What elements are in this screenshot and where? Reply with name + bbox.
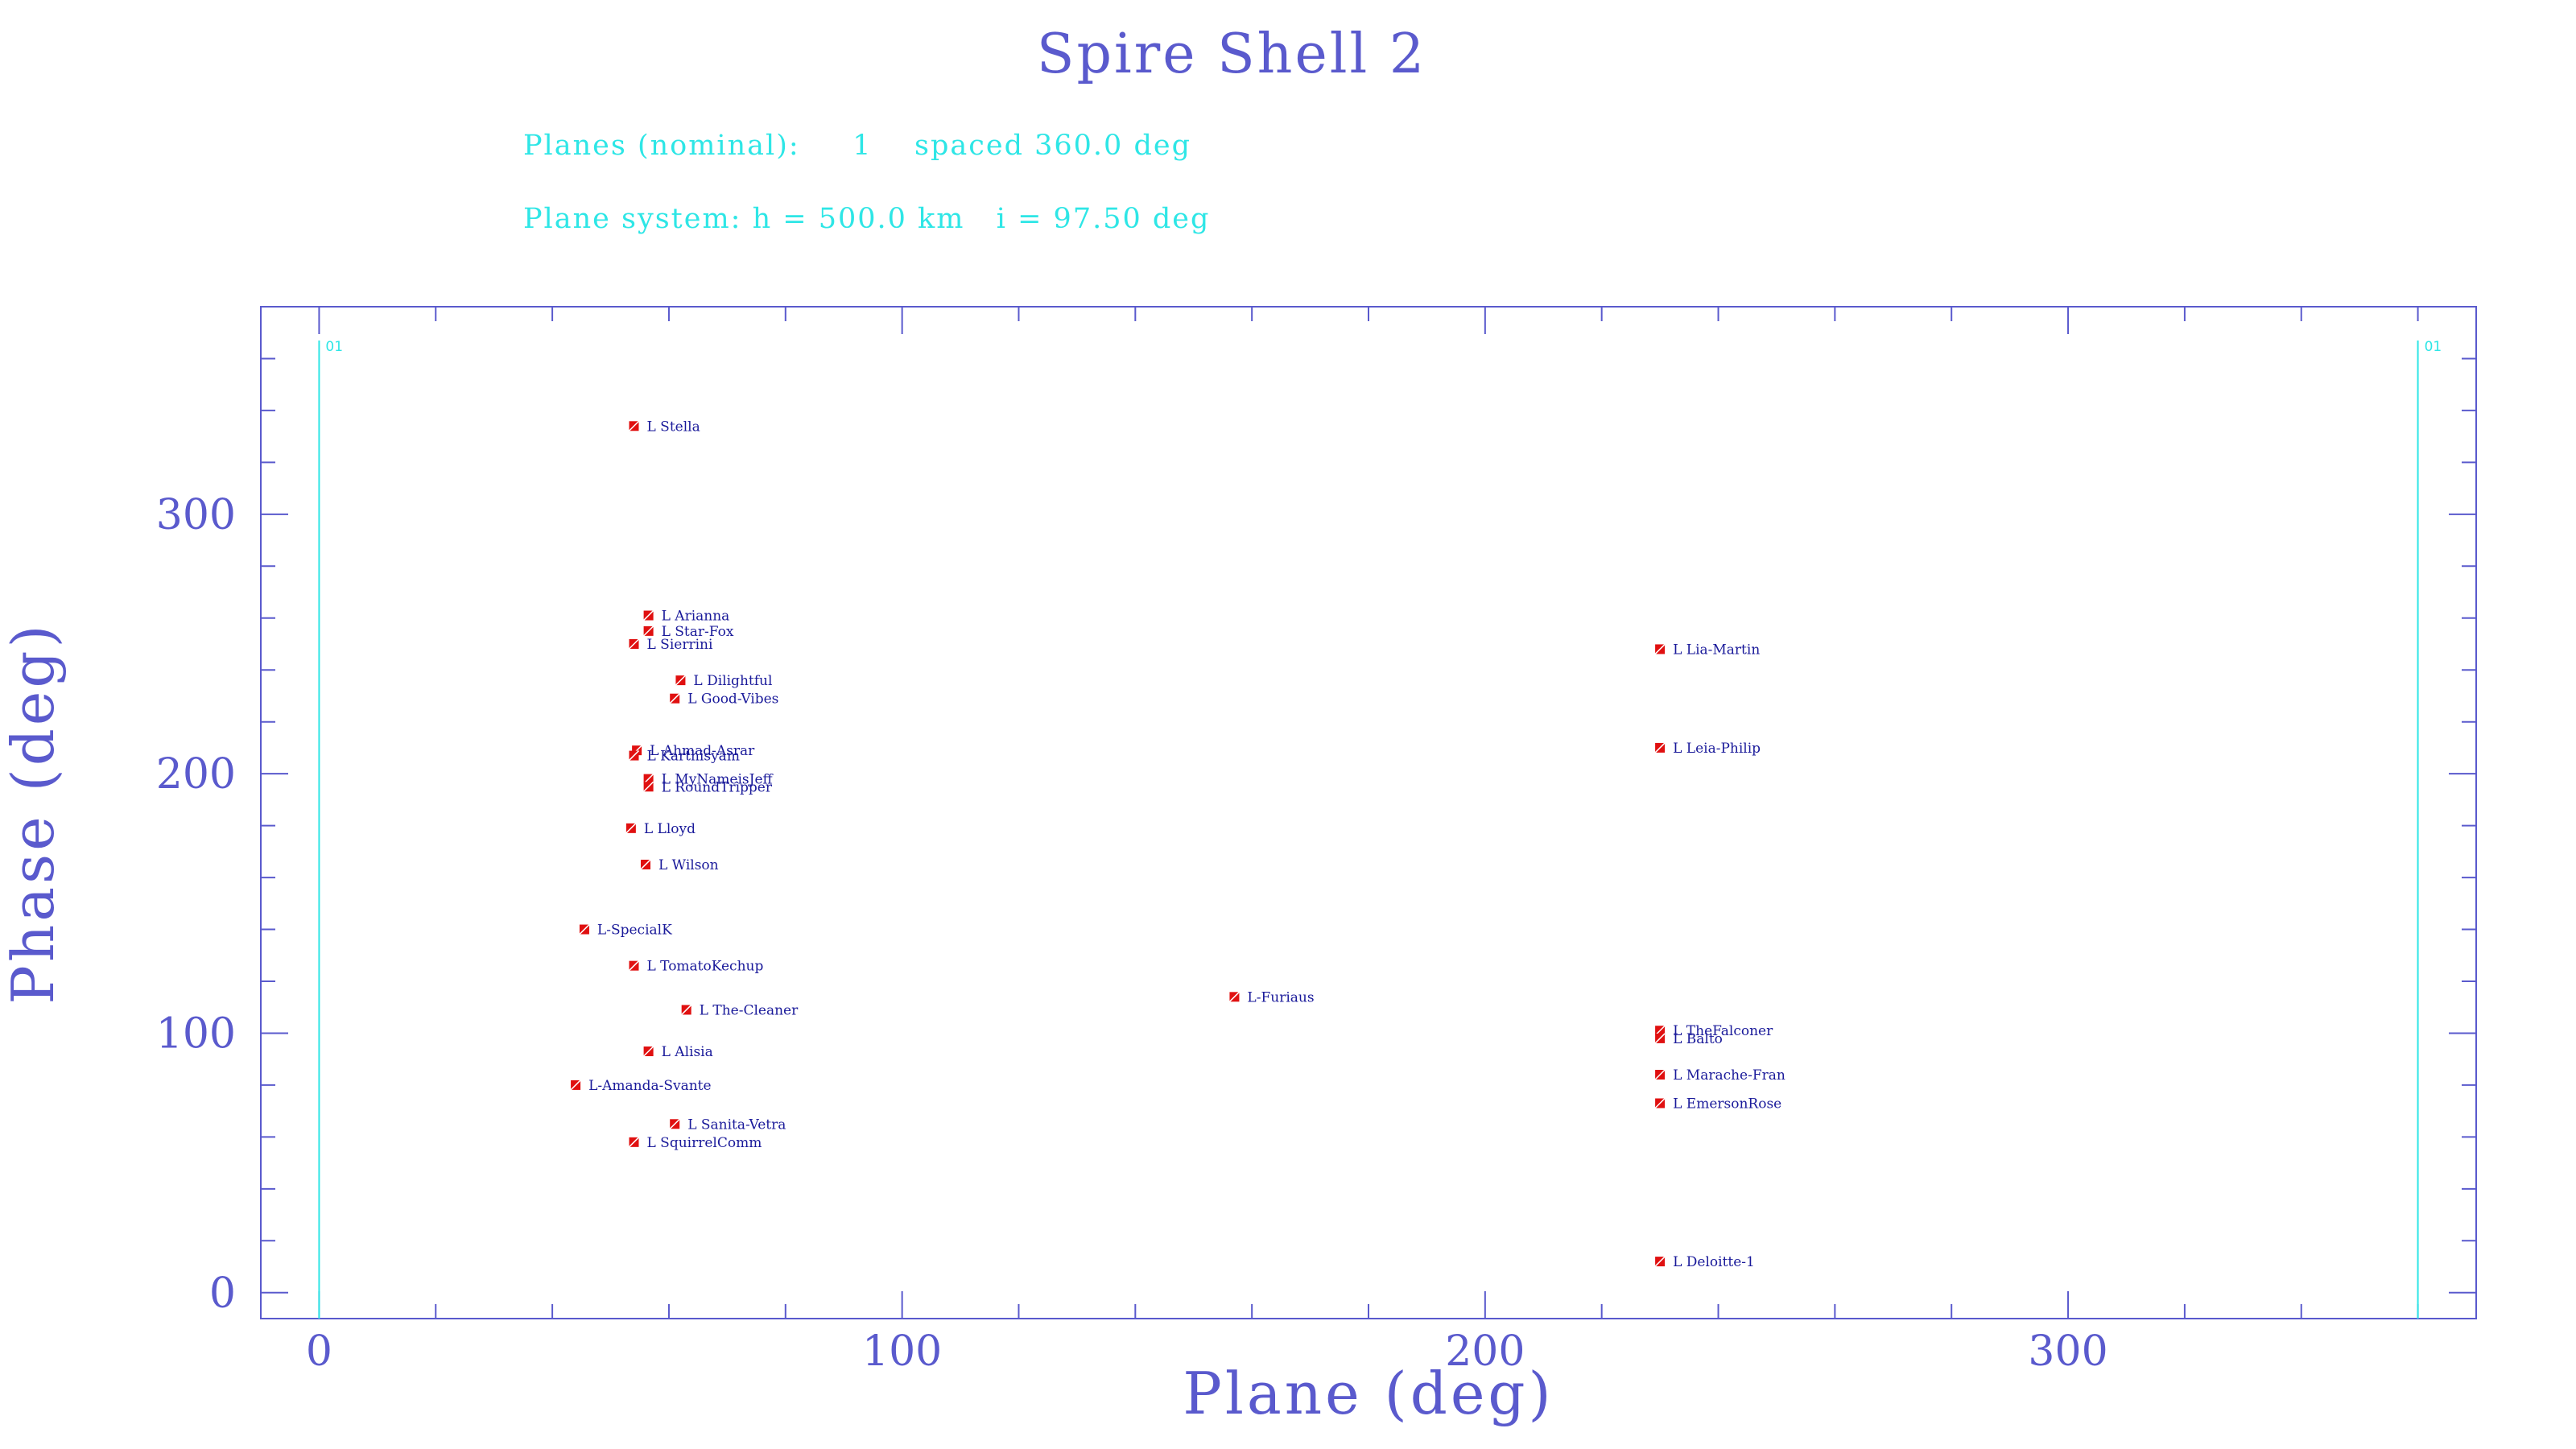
- plane-tag: 01: [325, 339, 343, 355]
- satellite-marker-slash: [628, 960, 640, 972]
- satellite-point: L TomatoKechup: [628, 959, 763, 975]
- satellite-point: L-Furiaus: [1228, 989, 1315, 1005]
- satellite-point: L Sierrini: [628, 637, 713, 653]
- satellite-marker-slash: [1654, 643, 1666, 654]
- plot-frame: [260, 306, 2477, 1319]
- satellite-marker-slash: [1228, 991, 1240, 1002]
- x-tick-label: 0: [306, 1327, 332, 1376]
- satellite-point: L Deloitte-1: [1654, 1254, 1755, 1270]
- info-line-planes: Planes (nominal): 1 spaced 360.0 deg: [523, 130, 1191, 162]
- satellite-point: L The-Cleaner: [681, 1002, 799, 1018]
- satellite-marker-slash: [579, 924, 590, 935]
- satellite-point: L Lia-Martin: [1654, 642, 1760, 658]
- satellite-label: L The-Cleaner: [700, 1002, 799, 1018]
- y-tick-label: 0: [209, 1269, 236, 1318]
- satellite-label: L Star-Fox: [662, 624, 734, 640]
- satellite-marker-slash: [643, 610, 654, 621]
- satellite-marker-slash: [675, 675, 686, 686]
- satellite-label: L TheFalconer: [1673, 1023, 1773, 1039]
- satellite-label: L-Furiaus: [1247, 989, 1314, 1005]
- satellite-point: L Lloyd: [625, 821, 696, 837]
- satellite-marker-slash: [1654, 1256, 1666, 1267]
- satellite-label: L Sanita-Vetra: [687, 1117, 786, 1133]
- satellite-label: L Alisia: [662, 1044, 713, 1060]
- plane-tag: 01: [2425, 339, 2442, 355]
- satellite-marker-slash: [1654, 1069, 1666, 1080]
- satellite-marker-slash: [1654, 1097, 1666, 1109]
- y-tick-label: 300: [156, 491, 236, 539]
- satellite-point: L Marache-Fran: [1654, 1067, 1785, 1084]
- axis-ticks: [261, 306, 2476, 1319]
- satellite-marker-slash: [1654, 742, 1666, 753]
- satellite-label: L TomatoKechup: [646, 959, 763, 975]
- satellite-point: L-Amanda-Svante: [570, 1078, 712, 1094]
- satellite-label: L-Amanda-Svante: [588, 1078, 712, 1094]
- satellite-marker-slash: [681, 1004, 692, 1015]
- satellite-point: L Stella: [628, 419, 700, 435]
- satellite-label: L Lia-Martin: [1673, 642, 1760, 658]
- y-axis-label: Phase (deg): [0, 621, 67, 1004]
- satellite-marker-slash: [643, 625, 654, 637]
- satellite-label: L RoundTripper: [662, 779, 773, 795]
- satellite-point: L Wilson: [640, 857, 719, 873]
- x-axis-label: Plane (deg): [1183, 1360, 1554, 1427]
- satellite-label: L-SpecialK: [597, 923, 672, 939]
- satellite-marker-slash: [628, 1137, 640, 1148]
- satellite-label: L EmersonRose: [1673, 1096, 1781, 1112]
- chart-title: Spire Shell 2: [1037, 23, 1426, 86]
- info-line-plane-system: Plane system: h = 500.0 km i = 97.50 deg: [523, 203, 1210, 235]
- satellite-label: L Marache-Fran: [1673, 1067, 1785, 1084]
- satellite-label: L Lloyd: [644, 821, 696, 837]
- satellite-point: L EmersonRose: [1654, 1096, 1781, 1112]
- satellite-label: L Arianna: [662, 609, 730, 625]
- satellite-label: L SquirrelComm: [646, 1135, 762, 1151]
- plane-markers: 01 01: [318, 339, 2442, 1319]
- satellite-label: L Ahmad-Asrar: [650, 743, 755, 759]
- x-tick-label: 300: [2028, 1327, 2107, 1376]
- satellite-point: L TheFalconer: [1654, 1023, 1773, 1039]
- y-tick-label: 200: [156, 750, 236, 799]
- satellite-marker-slash: [628, 420, 640, 431]
- satellite-label: L Sierrini: [646, 637, 712, 653]
- satellite-marker-slash: [669, 1118, 680, 1129]
- satellite-label: L Stella: [646, 419, 700, 435]
- satellite-marker-slash: [628, 638, 640, 650]
- satellite-marker-slash: [643, 1046, 654, 1057]
- satellite-marker-slash: [640, 859, 651, 870]
- x-tick-label: 100: [862, 1327, 942, 1376]
- satellite-point: L SquirrelComm: [628, 1135, 762, 1151]
- satellite-point: L Dilightful: [675, 673, 772, 689]
- satellite-point: L Leia-Philip: [1654, 741, 1761, 757]
- satellite-point: L MyNameisJeff: [643, 772, 774, 788]
- axis-tick-labels: 0 100 200 300 0 100 200 300: [156, 491, 2108, 1376]
- satellite-point: L-SpecialK: [579, 923, 672, 939]
- satellite-label: L Good-Vibes: [687, 691, 778, 708]
- satellite-marker-slash: [628, 750, 640, 762]
- satellite-label: L Dilightful: [693, 673, 772, 689]
- satellite-point: L Sanita-Vetra: [669, 1117, 786, 1133]
- satellite-point: L RoundTripper: [643, 779, 773, 795]
- satellite-point: L Arianna: [643, 609, 730, 625]
- y-tick-label: 100: [156, 1009, 236, 1058]
- satellite-marker-slash: [625, 823, 637, 834]
- satellite-point: L Balto: [1654, 1031, 1723, 1047]
- satellite-label: L Balto: [1673, 1031, 1723, 1047]
- satellite-marker-slash: [669, 693, 680, 704]
- satellite-point: L Star-Fox: [643, 624, 734, 640]
- x-tick-label: 200: [1445, 1327, 1525, 1376]
- satellite-label: L Deloitte-1: [1673, 1254, 1755, 1270]
- satellite-label: L Karthisyam: [646, 749, 739, 765]
- satellite-label: L MyNameisJeff: [662, 772, 774, 788]
- satellite-marker-slash: [570, 1080, 581, 1091]
- satellite-label: L Wilson: [658, 857, 719, 873]
- satellite-point: L Karthisyam: [628, 749, 740, 765]
- satellite-marker-slash: [1654, 1033, 1666, 1044]
- satellite-marker-slash: [643, 781, 654, 792]
- satellite-point: L Good-Vibes: [669, 691, 778, 708]
- satellite-label: L Leia-Philip: [1673, 741, 1761, 757]
- satellite-point: L Alisia: [643, 1044, 713, 1060]
